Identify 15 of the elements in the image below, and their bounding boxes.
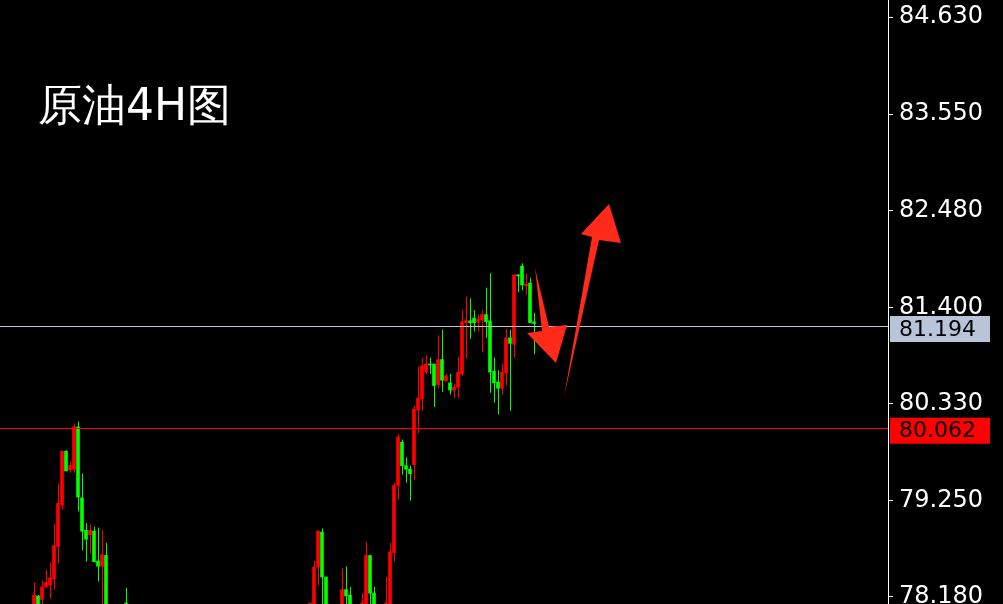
y-tick-label: 84.630: [899, 1, 983, 30]
candlestick: [88, 524, 92, 555]
candlestick: [344, 565, 348, 604]
text: 原油4H图: [38, 78, 232, 132]
y-tick-label: 82.480: [899, 194, 983, 223]
candlestick: [64, 449, 68, 472]
candlestick: [340, 567, 344, 604]
y-tick-label: 79.250: [899, 484, 983, 513]
candlestick: [100, 529, 104, 604]
candlestick: [32, 581, 36, 604]
candlestick: [520, 262, 524, 291]
ref-line-label: 80.062: [899, 417, 976, 443]
y-tick-label: 80.330: [899, 387, 983, 416]
y-tick-label: 83.550: [899, 98, 983, 127]
y-tick-label: 78.180: [899, 581, 983, 604]
